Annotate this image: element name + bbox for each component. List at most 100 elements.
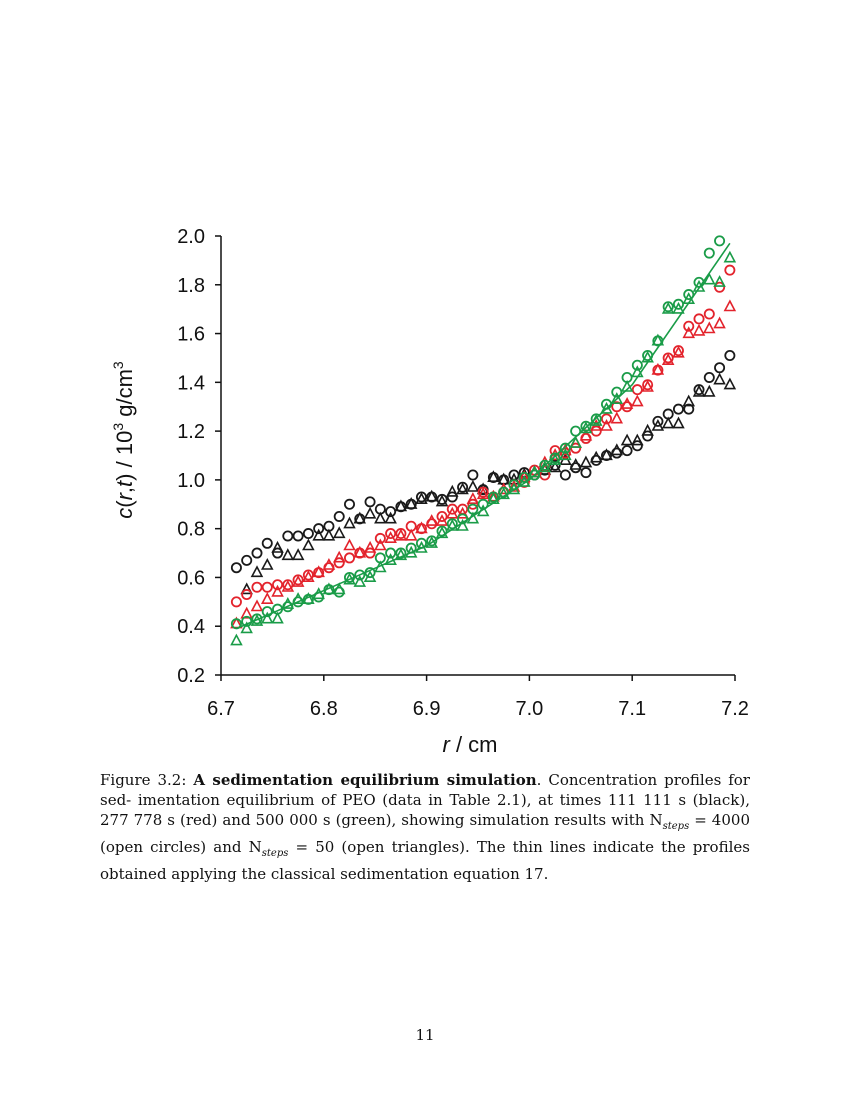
data-point-triangle <box>682 326 696 339</box>
data-point-circle <box>601 413 613 425</box>
data-point-circle <box>364 547 376 559</box>
data-point-triangle <box>425 535 439 548</box>
data-point-triangle <box>610 443 624 456</box>
data-point-triangle <box>692 279 706 292</box>
data-point-triangle <box>713 372 726 385</box>
x-tick-label: 7.1 <box>618 698 646 720</box>
y-tick-label: 1.6 <box>177 324 205 346</box>
data-point-circle <box>621 445 633 457</box>
data-point-circle <box>446 503 458 515</box>
data-point-triangle <box>651 362 665 375</box>
data-point-triangle <box>723 377 737 390</box>
data-point-circle <box>333 510 345 522</box>
series-group <box>230 235 726 630</box>
data-point-triangle <box>476 487 490 500</box>
data-point-triangle <box>332 526 346 539</box>
data-point-circle <box>467 469 479 481</box>
data-point-triangle <box>631 433 644 446</box>
data-point-circle <box>385 547 397 559</box>
data-point-triangle <box>579 428 593 441</box>
data-point-circle <box>559 469 571 481</box>
data-point-circle <box>693 313 705 325</box>
data-point-triangle <box>702 321 716 334</box>
data-point-triangle <box>353 511 367 524</box>
data-point-triangle <box>240 621 253 634</box>
data-point-triangle <box>425 514 439 526</box>
data-point-triangle <box>713 316 726 329</box>
scatter-chart: 6.7 6.8 6.9 7.0 7.1 7.2 0.2 0.4 0.6 0.8 1.0 1.2 1.4 1… <box>110 226 749 757</box>
data-point-triangle <box>394 548 408 561</box>
data-point-triangle <box>569 435 582 448</box>
data-point-triangle <box>415 521 428 534</box>
data-point-triangle <box>384 511 397 524</box>
caption-text: imentation equilibrium of PEO (data in T… <box>100 791 750 829</box>
data-point-circle <box>570 425 582 437</box>
data-point-triangle <box>692 323 706 336</box>
data-point-circle <box>672 298 684 310</box>
series-group <box>236 242 731 630</box>
data-point-circle <box>683 403 695 415</box>
series-group <box>230 264 736 608</box>
data-point-triangle <box>651 418 665 431</box>
data-point-triangle <box>548 460 562 473</box>
data-point-circle <box>282 530 294 542</box>
data-point-triangle <box>302 570 315 583</box>
caption-subscript: steps <box>261 848 289 859</box>
y-tick-label: 1.2 <box>177 421 205 443</box>
data-point-triangle <box>456 506 469 519</box>
data-point-triangle <box>291 574 305 587</box>
data-point-circle <box>343 498 355 510</box>
data-point-triangle <box>528 465 541 478</box>
data-point-triangle <box>723 299 737 312</box>
data-point-triangle <box>312 565 325 578</box>
data-point-triangle <box>312 528 325 541</box>
data-point-circle <box>631 359 643 371</box>
data-point-triangle <box>672 345 685 358</box>
y-tick-label: 0.8 <box>177 519 205 541</box>
x-tick-label: 6.7 <box>207 698 235 720</box>
data-point-triangle <box>271 611 284 624</box>
data-point-circle <box>724 264 736 276</box>
data-point-circle <box>703 247 715 259</box>
y-axis-title: c(r,t) / 103 g/cm3 <box>110 361 137 519</box>
data-point-circle <box>261 606 273 618</box>
data-point-triangle <box>497 487 510 500</box>
data-point-triangle <box>302 538 315 551</box>
data-point-triangle <box>579 455 593 468</box>
caption-text: classical sedimentation equation 17. <box>270 865 549 883</box>
data-point-triangle <box>394 499 408 512</box>
data-point-circle <box>230 562 242 574</box>
data-point-circle <box>559 442 571 454</box>
data-point-triangle <box>230 633 243 646</box>
data-point-circle <box>611 386 623 398</box>
data-point-circle <box>714 281 726 293</box>
data-point-triangle <box>404 528 418 541</box>
caption-text: = 4000 (open circles) <box>100 811 750 856</box>
data-point-triangle <box>425 489 439 502</box>
data-point-circle <box>261 581 273 593</box>
data-point-circle <box>272 547 284 559</box>
data-point-circle <box>364 496 376 508</box>
data-point-triangle <box>445 506 459 519</box>
data-point-circle <box>446 491 458 503</box>
data-point-circle <box>631 384 643 396</box>
data-point-triangle <box>435 526 449 539</box>
data-point-triangle <box>692 384 706 397</box>
data-point-triangle <box>332 550 346 563</box>
data-point-triangle <box>487 470 500 483</box>
data-point-triangle <box>363 540 377 553</box>
caption-text: = 50 (open triangles). The thin lines in… <box>100 838 750 883</box>
data-point-triangle <box>610 411 624 424</box>
data-point-circle <box>241 554 253 566</box>
data-point-triangle <box>723 250 737 263</box>
data-point-triangle <box>445 484 459 497</box>
data-point-circle <box>292 530 304 542</box>
data-point-circle <box>652 415 664 427</box>
x-tick-label: 7.2 <box>721 698 749 720</box>
data-point-triangle <box>343 516 356 529</box>
data-point-triangle <box>250 565 264 578</box>
data-point-triangle <box>374 538 387 551</box>
data-point-triangle <box>384 531 397 544</box>
x-tick-label: 6.8 <box>310 698 338 720</box>
